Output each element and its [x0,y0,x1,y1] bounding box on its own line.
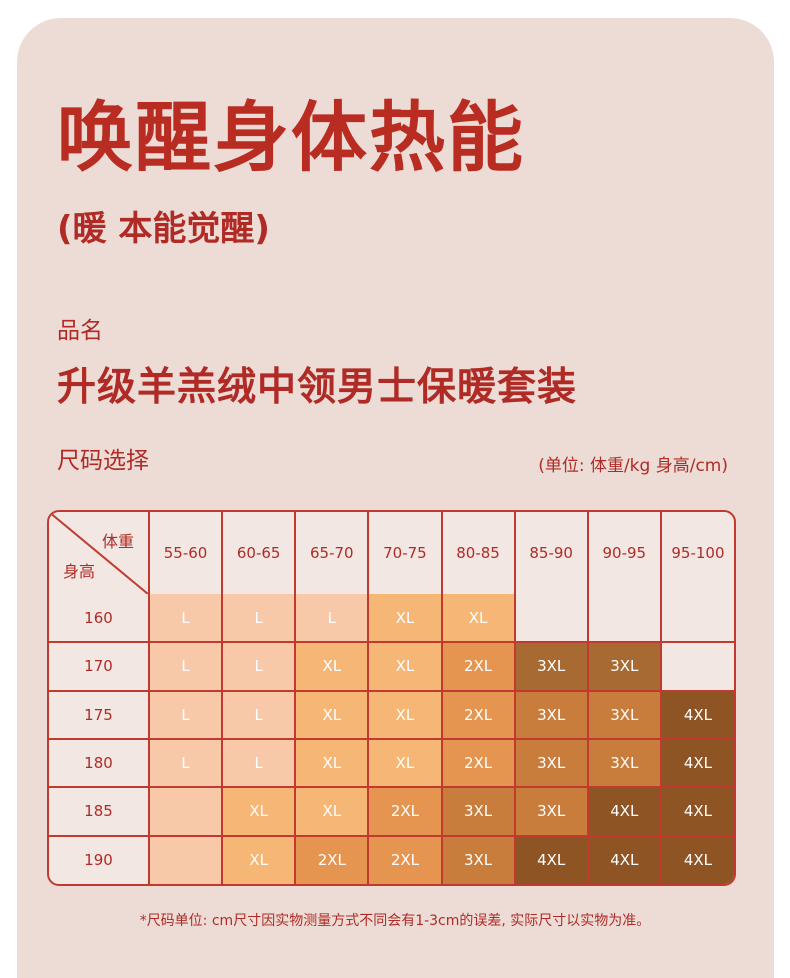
weight-header: 65-70 [294,512,370,594]
corner-weight-label: 体重 [101,532,134,551]
height-header: 170 [49,641,150,692]
size-selection-label: 尺码选择 [57,448,149,474]
size-cell: 3XL [513,641,589,692]
table-header-row: 体重 身高 55-60 60-65 65-70 70-75 80-85 85-90 90-9… [49,512,734,594]
size-cell: 3XL [513,689,589,740]
size-cell: 3XL [440,834,516,884]
size-cell: 3XL [586,737,662,789]
size-cell: L [147,594,224,644]
size-cell: 3XL [513,786,589,837]
size-cell: 4XL [659,689,734,740]
weight-header: 95-100 [659,512,734,594]
table-row: 175 L L XL XL 2XL 3XL 3XL 4XL [49,689,734,740]
weight-header: 70-75 [367,512,443,594]
table-corner-cell: 体重 身高 [49,512,150,594]
size-cell: 4XL [659,834,734,884]
size-cell: 3XL [586,689,662,740]
size-cell: 2XL [440,689,516,740]
height-header: 190 [49,834,150,884]
size-cell: L [294,594,370,644]
size-chart: 体重 身高 55-60 60-65 65-70 70-75 80-85 85-90 90-9… [47,510,736,886]
height-header: 175 [49,689,150,740]
size-cell: 4XL [659,737,734,789]
size-cell: L [221,594,297,644]
size-cell: 3XL [440,786,516,837]
size-cell: XL [294,737,370,789]
size-cell: XL [367,594,443,644]
size-cell: L [221,689,297,740]
size-cell: XL [221,834,297,884]
height-header: 160 [49,594,150,644]
size-cell [659,641,734,692]
size-cell: XL [367,737,443,789]
size-cell: 4XL [586,786,662,837]
weight-header: 55-60 [147,512,224,594]
size-cell: L [147,737,224,789]
weight-header: 85-90 [513,512,589,594]
size-cell: L [221,641,297,692]
size-cell: L [147,689,224,740]
size-cell: XL [440,594,516,644]
size-cell [147,786,224,837]
product-label: 品名 [57,318,103,344]
size-cell [586,594,662,644]
size-cell: L [221,737,297,789]
footnote: *尺码单位: cm尺寸因实物测量方式不同会有1-3cm的误差, 实际尺寸以实物为… [139,913,651,929]
size-cell: L [147,641,224,692]
size-cell: XL [294,641,370,692]
table-row: 190 XL 2XL 2XL 3XL 4XL 4XL 4XL [49,834,734,884]
size-cell: XL [221,786,297,837]
corner-height-label: 身高 [63,562,96,581]
unit-note: (单位: 体重/kg 身高/cm) [538,456,728,476]
size-cell: XL [367,641,443,692]
size-cell: 2XL [440,737,516,789]
table-body: 160 L L L XL XL 170 L L XL XL 2XL 3XL 3XL 175 L L XL XL 2XL… [49,594,734,884]
size-cell: XL [294,689,370,740]
size-cell: 2XL [440,641,516,692]
table-row: 170 L L XL XL 2XL 3XL 3XL [49,641,734,692]
table-row: 180 L L XL XL 2XL 3XL 3XL 4XL [49,737,734,789]
size-cell: 3XL [513,737,589,789]
weight-header: 60-65 [221,512,297,594]
table-row: 185 XL XL 2XL 3XL 3XL 4XL 4XL [49,786,734,837]
size-cell: XL [367,689,443,740]
size-cell: XL [294,786,370,837]
size-cell: 3XL [586,641,662,692]
size-table: 体重 身高 55-60 60-65 65-70 70-75 80-85 85-90 90-9… [49,512,734,884]
size-cell: 2XL [294,834,370,884]
table-row: 160 L L L XL XL [49,594,734,644]
weight-header: 80-85 [440,512,516,594]
diagonal-line [49,512,148,594]
size-cell: 2XL [367,834,443,884]
size-cell [659,594,734,644]
size-cell [513,594,589,644]
page-title: 唤醒身体热能 [57,93,525,182]
weight-header: 90-95 [586,512,662,594]
size-cell: 4XL [659,786,734,837]
page-subtitle: (暖 本能觉醒) [57,209,270,249]
height-header: 180 [49,737,150,789]
size-cell: 4XL [513,834,589,884]
size-cell: 4XL [586,834,662,884]
size-cell: 2XL [367,786,443,837]
size-cell [147,834,224,884]
product-name: 升级羊羔绒中领男士保暖套装 [57,365,578,410]
height-header: 185 [49,786,150,837]
